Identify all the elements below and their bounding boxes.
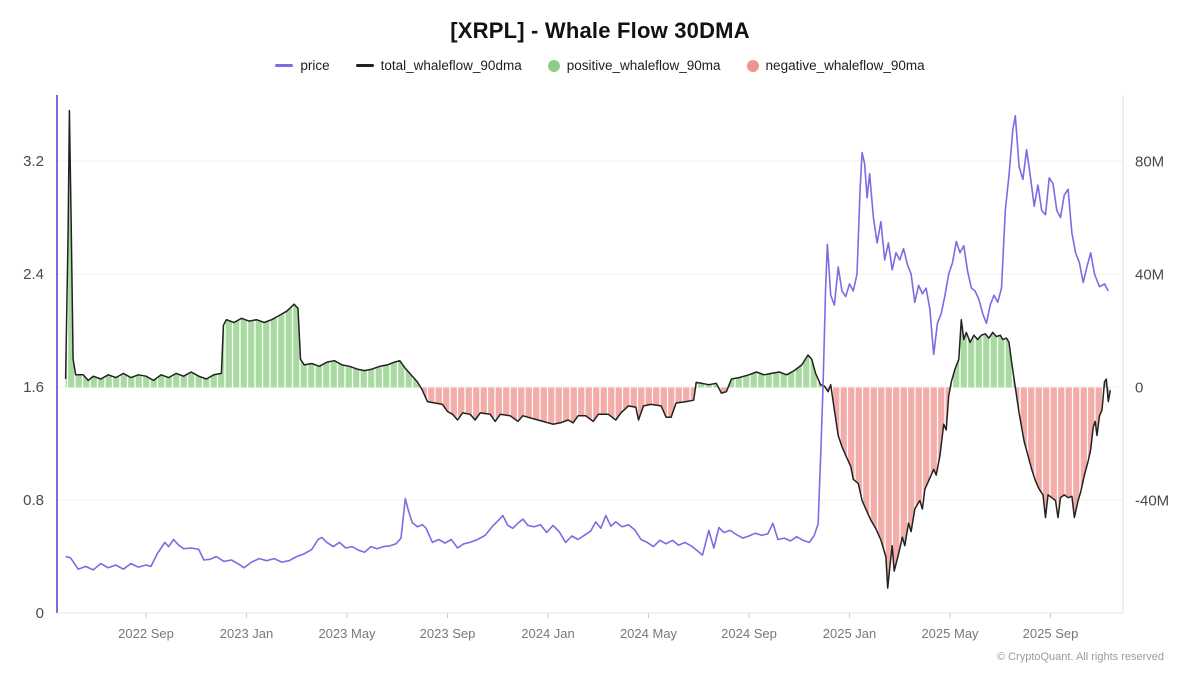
positive-whaleflow-dot-swatch — [547, 59, 560, 72]
x-axis-label: 2024 Jan — [521, 626, 575, 641]
price-line-swatch — [275, 64, 294, 67]
x-axis-label: 2025 May — [921, 626, 979, 641]
legend-label: price — [300, 58, 330, 73]
right-axis-label: 80M — [1135, 154, 1164, 171]
legend: price total_whaleflow_90dma positive_wha… — [0, 58, 1200, 73]
x-axis-label: 2022 Sep — [118, 626, 174, 641]
positive-whaleflow-area — [728, 355, 826, 388]
legend-item-total-whaleflow[interactable]: total_whaleflow_90dma — [355, 58, 522, 73]
x-axis-label: 2025 Sep — [1023, 626, 1079, 641]
left-axis-label: 3.2 — [23, 153, 44, 170]
legend-item-negative-whaleflow[interactable]: negative_whaleflow_90ma — [746, 58, 925, 73]
x-axis-label: 2023 Sep — [420, 626, 476, 641]
copyright-note: © CryptoQuant. All rights reserved — [996, 651, 1164, 663]
chart-title: [XRPL] - Whale Flow 30DMA — [450, 18, 750, 43]
legend-item-positive-whaleflow[interactable]: positive_whaleflow_90ma — [547, 58, 721, 73]
x-axis-label: 2024 May — [620, 626, 678, 641]
left-axis-label: 1.6 — [23, 379, 44, 396]
right-axis-label: 0 — [1135, 380, 1143, 397]
x-axis-label: 2024 Sep — [721, 626, 777, 641]
total-whaleflow-line-swatch — [355, 64, 374, 67]
x-axis-label: 2023 May — [318, 626, 376, 641]
legend-label: total_whaleflow_90dma — [380, 58, 522, 73]
legend-label: positive_whaleflow_90ma — [566, 58, 721, 73]
legend-item-price[interactable]: price — [275, 58, 330, 73]
x-axis-label: 2023 Jan — [220, 626, 274, 641]
positive-whaleflow-area — [65, 110, 421, 388]
legend-label: negative_whaleflow_90ma — [765, 58, 925, 73]
negative-whaleflow-area — [420, 387, 696, 425]
axes: 0 0.8 1.6 2.4 3.2 -40M 0 40M 80M 2022 Sep 2023 Jan… — [23, 95, 1169, 641]
left-axis-label: 2.4 — [23, 266, 44, 283]
price-line — [65, 115, 1110, 571]
left-axis-label: 0 — [36, 605, 44, 622]
right-axis-label: -40M — [1135, 493, 1169, 510]
right-axis-label: 40M — [1135, 267, 1164, 284]
negative-whaleflow-area — [831, 387, 951, 589]
negative-whaleflow-dot-swatch — [746, 59, 759, 72]
total-whaleflow-line — [64, 109, 1112, 589]
left-axis-label: 0.8 — [23, 492, 44, 509]
x-axis-label: 2025 Jan — [823, 626, 877, 641]
